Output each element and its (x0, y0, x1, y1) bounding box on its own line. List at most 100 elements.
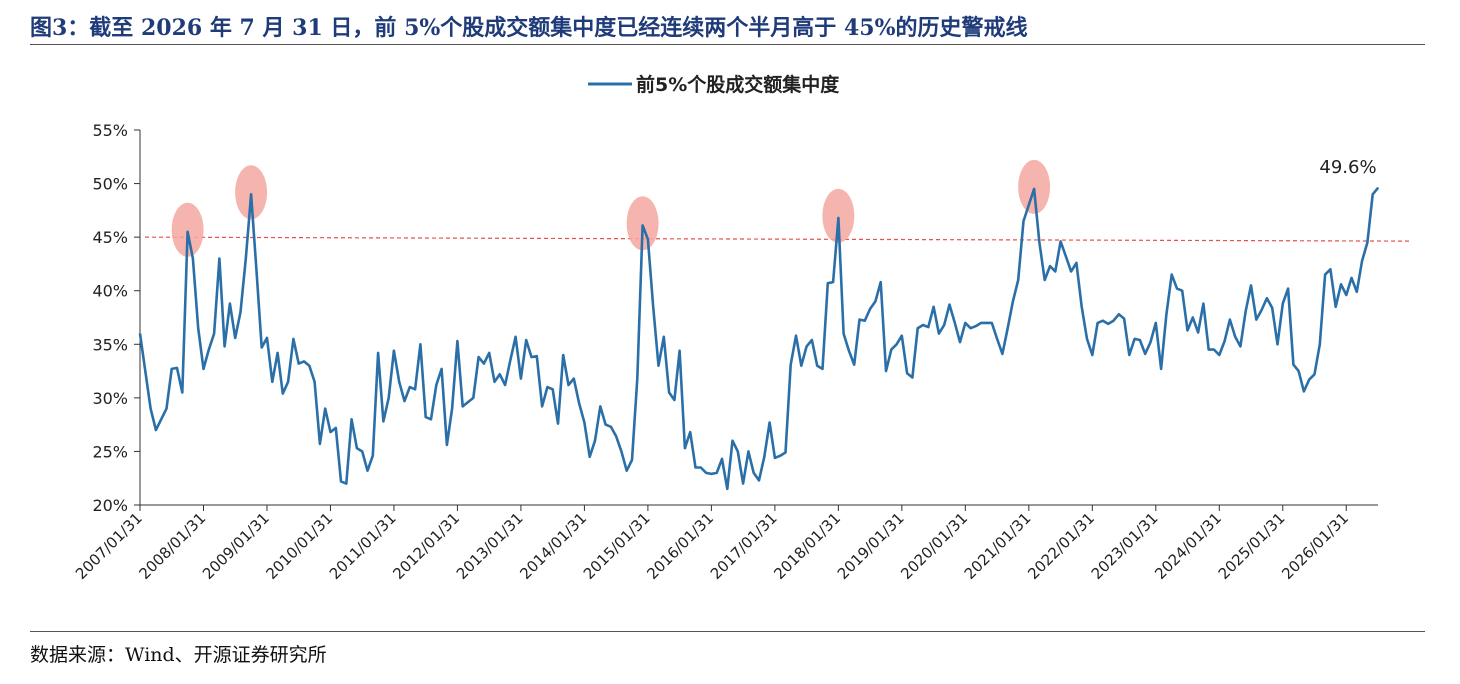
x-tick-label: 2018/01/31 (770, 509, 844, 583)
data-point (1128, 354, 1131, 356)
data-point (1361, 259, 1363, 262)
data-point (837, 217, 840, 219)
data-point (811, 339, 813, 341)
x-tick-label: 2015/01/31 (580, 509, 654, 583)
data-point (604, 423, 607, 426)
data-point (1123, 317, 1125, 320)
data-point (1223, 340, 1226, 342)
data-point (689, 431, 691, 433)
data-point (340, 480, 342, 483)
data-point (858, 318, 861, 321)
data-point (266, 337, 268, 339)
data-point (308, 364, 311, 367)
data-point (1006, 327, 1009, 330)
x-tick-label: 2012/01/31 (389, 509, 463, 583)
data-point (350, 418, 353, 421)
data-point (546, 386, 549, 388)
data-point (1070, 270, 1072, 273)
data-point (1038, 241, 1041, 244)
data-point (424, 416, 427, 418)
data-point (276, 352, 279, 354)
data-point (821, 368, 824, 370)
data-point (1033, 188, 1035, 190)
x-tick-label: 2007/01/31 (72, 509, 146, 583)
source-note: 数据来源：Wind、开源证券研究所 (30, 644, 327, 666)
data-point (705, 472, 707, 474)
data-point (1155, 322, 1157, 324)
data-point (1297, 370, 1300, 372)
data-point (520, 377, 522, 380)
data-point (160, 418, 162, 421)
data-point (1324, 273, 1326, 276)
data-point (155, 429, 157, 431)
data-point (641, 224, 644, 227)
data-point (377, 352, 379, 354)
data-point (451, 407, 453, 410)
data-point (567, 384, 570, 386)
data-point (980, 322, 982, 324)
data-point (1260, 309, 1263, 311)
data-point (1218, 354, 1221, 356)
data-point (504, 384, 506, 386)
data-point (1303, 390, 1305, 393)
title-rule (30, 44, 1425, 45)
data-point (885, 370, 887, 372)
data-point (668, 391, 670, 394)
data-point (663, 336, 665, 338)
data-point (715, 472, 718, 474)
x-tick-label: 2008/01/31 (135, 509, 209, 583)
data-point (737, 450, 739, 453)
data-point (721, 458, 723, 460)
data-point (620, 450, 623, 453)
data-point (816, 364, 818, 367)
data-point (1213, 348, 1215, 351)
data-point (906, 372, 908, 375)
data-point (1022, 220, 1025, 222)
data-point (678, 349, 681, 352)
data-point (186, 231, 189, 233)
data-point (562, 354, 564, 356)
data-point (768, 421, 771, 424)
data-point (525, 339, 527, 341)
data-point (255, 268, 258, 271)
data-point (752, 472, 755, 474)
series-points (139, 187, 1379, 490)
data-point (1049, 265, 1051, 267)
data-point (694, 466, 697, 469)
data-point (430, 418, 432, 421)
x-tick-label: 2026/01/31 (1278, 509, 1352, 583)
data-point (615, 435, 617, 438)
data-point (742, 482, 744, 485)
data-point (297, 362, 300, 365)
data-point (774, 457, 776, 459)
data-point (403, 400, 406, 402)
data-point (975, 325, 977, 327)
data-point (636, 377, 639, 380)
data-point (202, 368, 205, 370)
figure-title: 图3：截至 2026 年 7 月 31 日，前 5%个股成交额集中度已经连续两个… (30, 15, 1028, 41)
data-point (223, 345, 226, 348)
data-point (795, 334, 797, 337)
x-tick-label: 2011/01/31 (326, 509, 400, 583)
data-point (1271, 307, 1273, 309)
data-point (1181, 289, 1183, 292)
data-point (393, 349, 395, 352)
data-point (387, 397, 390, 399)
data-point (461, 405, 464, 408)
data-point (874, 300, 877, 303)
peak-highlight (1018, 159, 1051, 214)
data-point (287, 381, 289, 383)
data-point (959, 341, 961, 343)
data-point (477, 356, 480, 358)
x-tick-label: 2019/01/31 (834, 509, 908, 583)
data-point (499, 373, 501, 376)
data-point (1160, 368, 1162, 370)
data-point (969, 327, 972, 330)
x-tick-label: 2009/01/31 (199, 509, 273, 583)
data-point (170, 368, 173, 370)
data-point (493, 381, 496, 383)
peak-highlight (626, 196, 659, 251)
data-point (922, 324, 924, 326)
data-point (536, 355, 538, 357)
source-rule (30, 631, 1425, 632)
